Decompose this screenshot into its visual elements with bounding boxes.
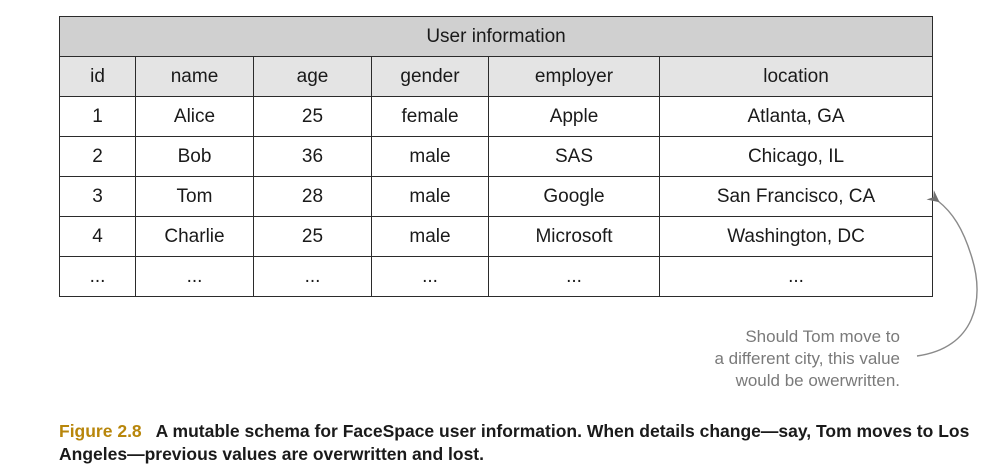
cell-age: 36 [253,136,372,177]
column-header-gender: gender [371,56,489,97]
cell-employer: SAS [488,136,660,177]
table-row: 1 Alice 25 female Apple Atlanta, GA [59,96,934,137]
cell-age: ... [253,256,372,297]
table-body: 1 Alice 25 female Apple Atlanta, GA 2 Bob 36 male… [59,96,934,297]
table-row: 3 Tom 28 male Google San Francisco, CA [59,176,934,217]
cell-id: 3 [59,176,136,217]
caption-text: A mutable schema for FaceSpace user info… [59,421,970,464]
table-row: 4 Charlie 25 male Microsoft Washington, DC [59,216,934,257]
cell-employer: Apple [488,96,660,137]
column-header-name: name [135,56,254,97]
cell-location: Washington, DC [658,216,934,257]
cell-age: 25 [253,216,372,257]
cell-name: Alice [135,96,254,137]
cell-employer: ... [488,256,660,297]
cell-gender: ... [371,256,489,297]
cell-name: ... [135,256,254,297]
table-title: User information [58,16,934,57]
cell-employer: Google [488,176,660,217]
cell-location: San Francisco, CA [658,176,934,217]
cell-id: 4 [59,216,136,257]
cell-gender: male [371,216,489,257]
cell-age: 28 [253,176,372,217]
figure-caption: Figure 2.8 A mutable schema for FaceSpace… [59,420,974,466]
cell-age: 25 [253,96,372,137]
figure-label: Figure 2.8 [59,421,142,441]
cell-name: Bob [135,136,254,177]
cell-location: Atlanta, GA [658,96,934,137]
cell-employer: Microsoft [488,216,660,257]
column-header-id: id [59,56,136,97]
user-information-table: User information id name age gender employer… [58,16,934,297]
cell-location: Chicago, IL [658,136,934,177]
cell-gender: male [371,136,489,177]
cell-name: Tom [135,176,254,217]
cell-gender: male [371,176,489,217]
cell-id: ... [59,256,136,297]
annotation-line: Should Tom move to [745,327,900,346]
annotation-line: would be owerwritten. [735,371,900,390]
annotation-note: Should Tom move to a different city, thi… [640,326,900,392]
cell-id: 1 [59,96,136,137]
table-row: 2 Bob 36 male SAS Chicago, IL [59,136,934,177]
table-header-row: id name age gender employer location [59,56,934,97]
column-header-age: age [253,56,372,97]
column-header-location: location [658,56,934,97]
column-header-employer: employer [488,56,660,97]
cell-location: ... [658,256,934,297]
cell-name: Charlie [135,216,254,257]
annotation-line: a different city, this value [714,349,900,368]
table-row: .................. [59,256,934,297]
cell-id: 2 [59,136,136,177]
cell-gender: female [371,96,489,137]
